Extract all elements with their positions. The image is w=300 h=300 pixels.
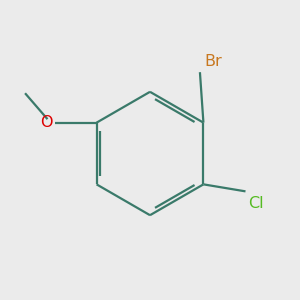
Text: Cl: Cl — [248, 196, 264, 211]
Text: Br: Br — [205, 54, 223, 69]
Text: O: O — [40, 115, 52, 130]
